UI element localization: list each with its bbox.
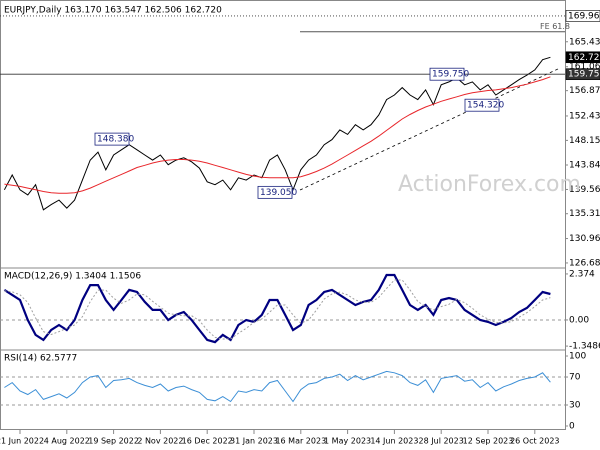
y-tick-label: 143.845 bbox=[569, 160, 600, 170]
annotation-box bbox=[464, 98, 500, 112]
y-tick-label: 0.00 bbox=[569, 315, 589, 325]
x-tick-label: 28 Jul 2023 bbox=[419, 437, 464, 446]
price-label: 162.720 bbox=[568, 53, 600, 63]
y-tick-label: 148.155 bbox=[569, 136, 600, 146]
annotation-label: 154.320 bbox=[467, 101, 504, 111]
price-label-box bbox=[565, 51, 600, 64]
y-tick-label: 156.870 bbox=[569, 86, 600, 96]
price-label-box bbox=[565, 10, 600, 22]
y-tick-label: 152.435 bbox=[569, 111, 600, 121]
y-tick-label: 70 bbox=[569, 373, 581, 383]
annotation-box bbox=[429, 67, 465, 81]
plot-frame bbox=[0, 0, 566, 430]
series-line bbox=[4, 76, 551, 194]
panel-title: RSI(14) 62.5777 bbox=[4, 354, 77, 364]
series-line bbox=[4, 279, 551, 340]
annotation-label: 139.050 bbox=[260, 188, 297, 198]
x-tick-label: 16 Dec 2022 bbox=[182, 437, 233, 446]
annotation-label: 148.380 bbox=[97, 135, 134, 145]
y-tick-label: 30 bbox=[569, 401, 581, 411]
annotation-box bbox=[257, 185, 293, 199]
annotation-label: 159.750 bbox=[432, 70, 469, 80]
y-tick-label: 161.060 bbox=[569, 62, 600, 72]
x-tick-label: 26 Oct 2023 bbox=[510, 437, 559, 446]
y-tick-label: -1.3486 bbox=[569, 342, 600, 352]
y-tick-label: 165.435 bbox=[569, 37, 600, 47]
price-label-box bbox=[565, 68, 600, 81]
y-tick-label: 126.685 bbox=[569, 258, 600, 268]
series-line bbox=[4, 370, 551, 403]
y-tick-label: 100 bbox=[569, 352, 586, 362]
x-tick-label: 4 Aug 2022 bbox=[44, 437, 90, 446]
watermark: ActionForex.com bbox=[398, 172, 581, 197]
y-tick-label: 0 bbox=[569, 422, 575, 432]
y-tick-label: 2.374 bbox=[569, 269, 595, 279]
y-tick-label: 139.560 bbox=[569, 185, 600, 195]
y-tick-label: 135.310 bbox=[569, 209, 600, 219]
x-tick-label: 16 Mar 2023 bbox=[275, 437, 326, 446]
y-tick-label: 130.960 bbox=[569, 234, 600, 244]
x-tick-label: 1 May 2023 bbox=[324, 437, 371, 446]
x-tick-label: 12 Sep 2023 bbox=[463, 437, 514, 446]
fe-level-label: FE 61.8 bbox=[540, 22, 570, 31]
x-tick-label: 14 Jun 2023 bbox=[370, 437, 418, 446]
panel-title: EURJPY,Daily 163.170 163.547 162.506 162… bbox=[4, 6, 222, 16]
x-tick-label: 2 Nov 2022 bbox=[137, 437, 183, 446]
x-tick-label: 19 Sep 2022 bbox=[88, 437, 139, 446]
price-label: 159.750 bbox=[568, 70, 600, 80]
x-tick-label: 31 Jan 2023 bbox=[230, 437, 278, 446]
series-line bbox=[3, 273, 551, 344]
price-label: 169.960 bbox=[568, 11, 600, 21]
panel-title: MACD(12,26,9) 1.3404 1.1506 bbox=[4, 272, 141, 282]
annotation-box bbox=[94, 132, 130, 146]
x-tick-label: 21 Jun 2022 bbox=[0, 437, 44, 446]
